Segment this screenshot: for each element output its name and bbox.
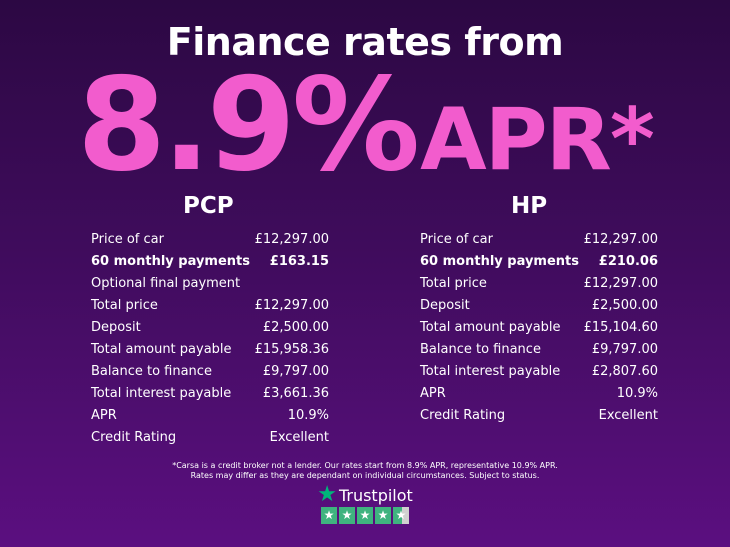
table-row: Deposit £2,500.00	[420, 295, 658, 317]
row-value: £12,297.00	[583, 276, 658, 291]
row-label: Price of car	[91, 232, 164, 247]
pcp-heading: PCP	[183, 193, 234, 219]
row-value: Excellent	[269, 430, 329, 445]
row-value: £12,297.00	[583, 232, 658, 247]
hp-table: Price of car £12,297.00 60 monthly payment…	[420, 229, 658, 427]
trustpilot-rating: ★ ★ ★ ★ ★	[0, 507, 730, 524]
row-label: Price of car	[420, 232, 493, 247]
table-row: Credit Rating Excellent	[91, 427, 329, 449]
row-label: Balance to finance	[420, 342, 541, 357]
table-row: Deposit £2,500.00	[91, 317, 329, 339]
disclaimer: *Carsa is a credit broker not a lender. …	[0, 461, 730, 481]
disclaimer-line-2: Rates may differ as they are dependant o…	[190, 471, 540, 480]
rate-value: 8.9%	[77, 51, 420, 200]
table-row: APR 10.9%	[420, 383, 658, 405]
row-label: Optional final payment	[91, 276, 241, 291]
disclaimer-line-1: *Carsa is a credit broker not a lender. …	[172, 461, 558, 470]
table-row: APR 10.9%	[91, 405, 329, 427]
row-label: Total amount payable	[91, 342, 232, 357]
row-label: Total amount payable	[420, 320, 561, 335]
trustpilot-name: Trustpilot	[338, 485, 413, 505]
table-row: Credit Rating Excellent	[420, 405, 658, 427]
row-value: 10.9%	[287, 408, 329, 423]
row-value: £9,797.00	[591, 342, 658, 357]
table-row: Total price £12,297.00	[91, 295, 329, 317]
row-label: Total price	[420, 276, 487, 291]
row-value: 10.9%	[616, 386, 658, 401]
row-value: Excellent	[598, 408, 658, 423]
star-icon: ★	[339, 507, 355, 524]
row-label: Total interest payable	[91, 386, 232, 401]
hp-heading: HP	[511, 193, 548, 219]
row-value: £15,104.60	[583, 320, 658, 335]
row-value: £210.06	[598, 254, 658, 269]
row-label: Balance to finance	[91, 364, 212, 379]
table-row: 60 monthly payments £210.06	[420, 251, 658, 273]
row-label: APR	[91, 408, 117, 423]
table-row: Total amount payable £15,958.36	[91, 339, 329, 361]
table-row: Total interest payable £2,807.60	[420, 361, 658, 383]
row-value: £15,958.36	[254, 342, 329, 357]
trustpilot-star-icon: ★	[317, 482, 337, 507]
row-value: £9,797.00	[262, 364, 329, 379]
table-row: Total price £12,297.00	[420, 273, 658, 295]
row-label: Credit Rating	[420, 408, 506, 423]
pcp-table: Price of car £12,297.00 60 monthly payment…	[91, 229, 329, 449]
row-label: Total price	[91, 298, 158, 313]
table-row: Balance to finance £9,797.00	[91, 361, 329, 383]
star-icon: ★	[357, 507, 373, 524]
row-label: APR	[420, 386, 446, 401]
row-label: Credit Rating	[91, 430, 177, 445]
row-label: 60 monthly payments	[91, 254, 250, 269]
table-row: Balance to finance £9,797.00	[420, 339, 658, 361]
star-icon: ★	[321, 507, 337, 524]
half-star-icon: ★	[393, 507, 409, 524]
row-label: Deposit	[420, 298, 470, 313]
row-value: £2,807.60	[591, 364, 658, 379]
row-value: £2,500.00	[262, 320, 329, 335]
row-value: £2,500.00	[591, 298, 658, 313]
table-row: 60 monthly payments £163.15	[91, 251, 329, 273]
trustpilot-badge[interactable]: ★ Trustpilot ★ ★ ★ ★ ★	[0, 482, 730, 524]
table-row: Price of car £12,297.00	[420, 229, 658, 251]
row-value: £163.15	[269, 254, 329, 269]
row-value: £12,297.00	[254, 298, 329, 313]
row-label: Deposit	[91, 320, 141, 335]
star-icon: ★	[375, 507, 391, 524]
table-row: Total amount payable £15,104.60	[420, 317, 658, 339]
table-row: Price of car £12,297.00	[91, 229, 329, 251]
page-title: Finance rates from	[166, 20, 564, 64]
rate-suffix: APR*	[420, 90, 655, 190]
row-label: 60 monthly payments	[420, 254, 579, 269]
table-row: Total interest payable £3,661.36	[91, 383, 329, 405]
table-row: Optional final payment	[91, 273, 329, 295]
headline-rate: 8.9%APR*	[0, 62, 730, 191]
row-value: £3,661.36	[262, 386, 329, 401]
row-value: £12,297.00	[254, 232, 329, 247]
row-label: Total interest payable	[420, 364, 561, 379]
